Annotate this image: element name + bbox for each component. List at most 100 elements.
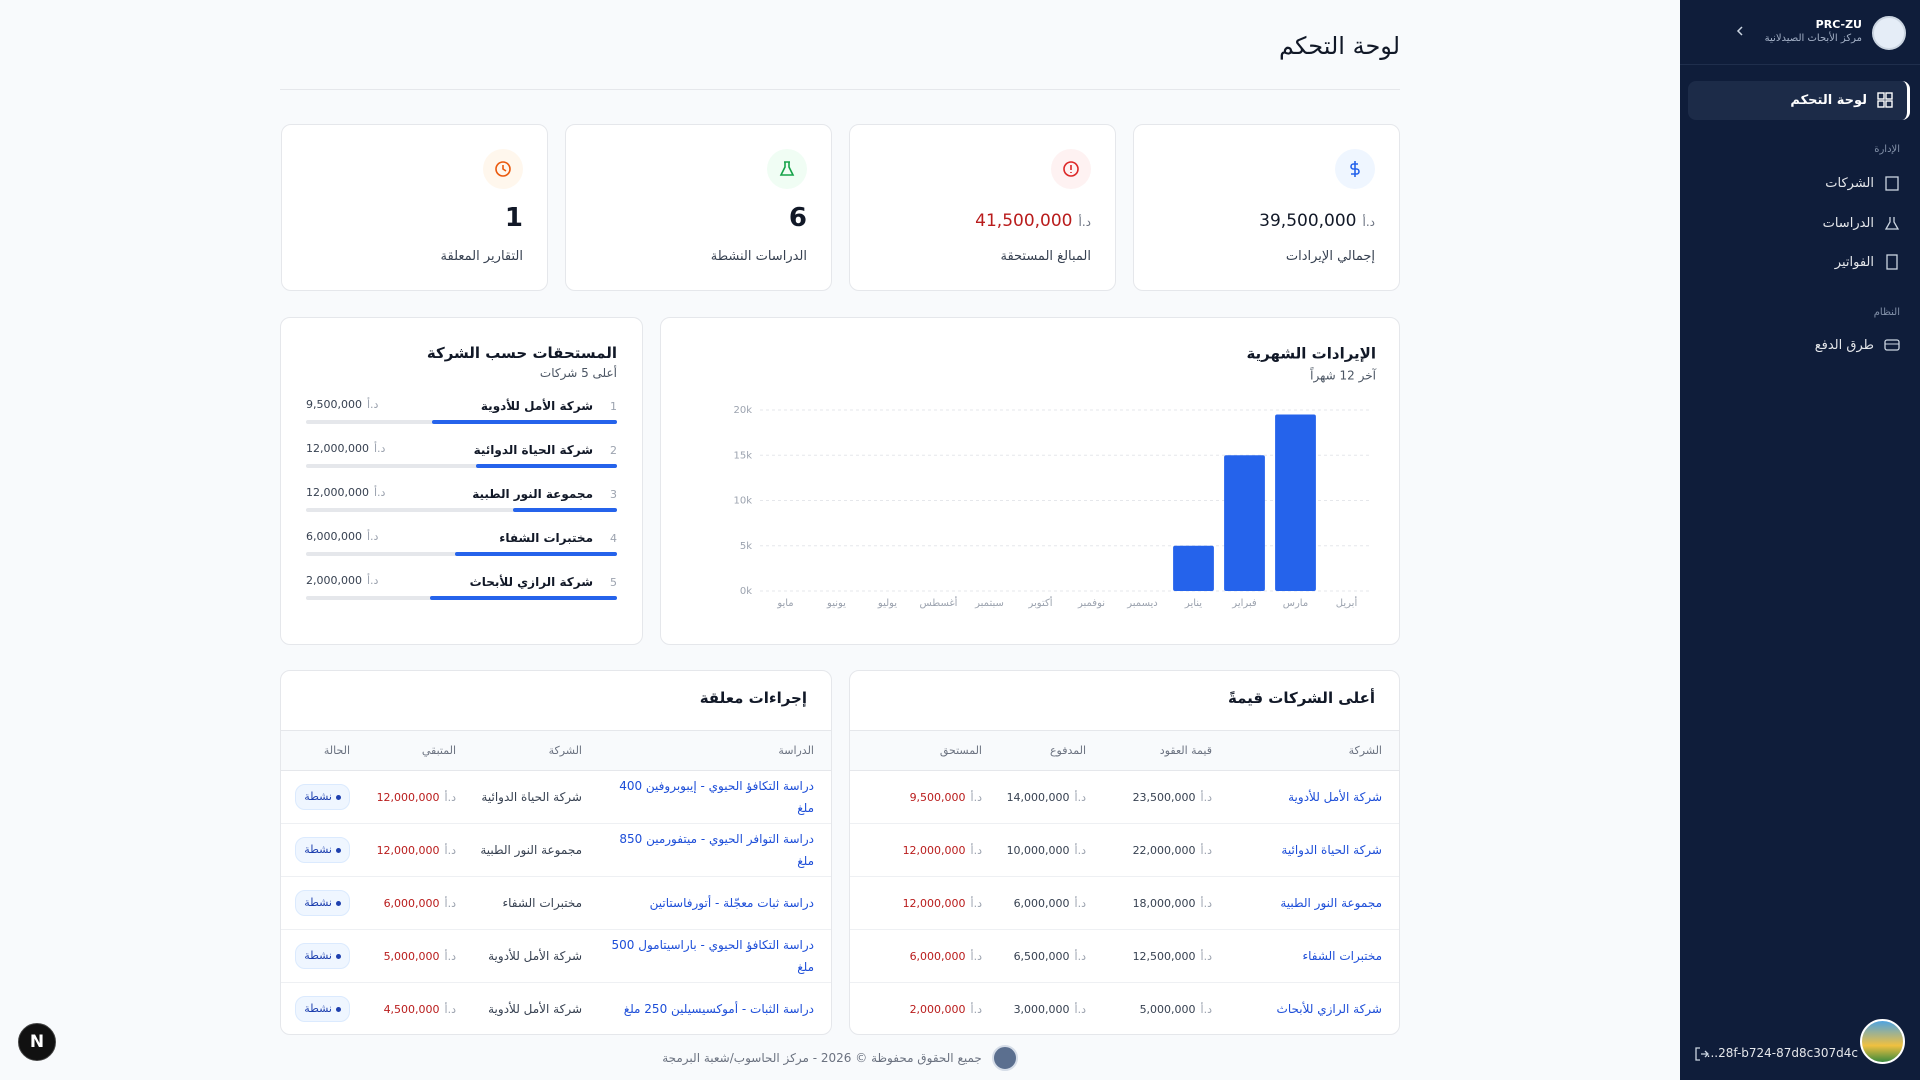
currency: د.أ [373,442,386,455]
currency: د.أ [1074,949,1086,963]
amount: د.أ 23,500,000 [1133,787,1212,809]
currency: د.أ [373,486,386,499]
amount-value: 18,000,000 [1132,896,1196,910]
x-tick-label: سبتمبر [974,598,1004,609]
icon [1877,92,1893,108]
y-tick-label: 15k [733,450,752,461]
currency: د.أ [1200,949,1212,963]
table-head: الشركة قيمة العقود المدفوع المستحق [850,730,1399,771]
study-link[interactable]: دراسة التكافؤ الحيوي - باراسيتامول 500 م… [611,938,814,974]
table-row: مختبرات الشفاء د.أ 12,500,000 د.أ 6,500,000 د… [850,929,1399,983]
study-link[interactable]: دراسة التكافؤ الحيوي - إيبوبروفين 400 مل… [619,779,814,815]
currency: د.أ [444,843,456,857]
bar [1224,455,1265,591]
cell: نشطة [281,770,367,824]
status-badge: نشطة [295,784,350,810]
progress-track [306,420,617,424]
nav-item[interactable]: الدراسات [1823,215,1900,231]
nav-label: الفواتير [1834,254,1874,270]
y-tick-label: 5k [740,541,752,552]
divider [280,89,1400,90]
amount: د.أ 9,500,000 [910,787,982,809]
icon [1885,176,1899,191]
progress-track [306,508,617,512]
currency: د.أ [1074,790,1086,804]
cell: د.أ 6,500,000 [999,929,1103,983]
amount-value: 22,000,000 [1132,843,1196,857]
dues-item: 4 مختبرات الشفاء د.أ 6,000,000 [306,530,617,572]
amount: د.أ 14,000,000 [1007,787,1086,809]
column-header: المستحق [850,730,999,771]
cell: شركة الأمل للأدوية [473,929,599,983]
brand-logo [1872,16,1906,50]
rank: 1 [610,400,617,413]
company-link[interactable]: مختبرات الشفاء [1302,949,1382,963]
column-header: قيمة العقود [1103,730,1229,771]
study-link[interactable]: دراسة الثبات - أموكسيسيلين 250 ملغ [623,1002,814,1016]
x-tick-label: فبراير [1231,598,1257,609]
x-tick-label: مارس [1283,598,1308,609]
currency: د.أ [1362,215,1376,229]
amount: د.أ 2,000,000 [910,999,982,1021]
cell: دراسة ثبات معجّلة - أتورفاستاتين [599,876,831,930]
currency: د.أ [1200,1002,1212,1016]
cell: نشطة [281,823,367,877]
avatar[interactable] [1860,1019,1905,1064]
company-link[interactable]: مجموعة النور الطبية [1280,896,1382,910]
cell: د.أ 2,000,000 [850,982,999,1034]
x-tick-label: أغسطس [920,596,958,609]
dev-badge[interactable]: N [18,1023,56,1061]
progress-bar [475,464,617,468]
cell: نشطة [281,876,367,930]
page-title: لوحة التحكم [1279,32,1400,60]
dues-item: 2 شركة الحياة الدوائية د.أ 12,000,000 [306,442,617,484]
active-nav[interactable]: لوحة التحكم [1688,81,1910,120]
nav-item[interactable]: طرق الدفع [1815,337,1900,353]
company-name: مجموعة النور الطبية [472,487,593,501]
footer-text: جميع الحقوق محفوظة © 2026 - مركز الحاسوب… [662,1050,982,1065]
table-row: شركة الحياة الدوائية د.أ 22,000,000 د.أ 10,0… [850,823,1399,877]
column-header: الشركة [1229,730,1399,771]
card-subtitle: أعلى 5 شركات [539,366,617,380]
table-row: دراسة التكافؤ الحيوي - باراسيتامول 500 م… [281,929,831,983]
company-link[interactable]: شركة الحياة الدوائية [1281,843,1382,857]
amount: د.أ 12,000,000 [377,787,456,809]
amount-value: 12,000,000 [306,442,369,455]
sidebar: PRC-ZU مركز الأبحاث الصيدلانية لوحة التح… [1680,0,1920,1080]
amount-value: 6,000,000 [909,949,966,963]
company-name: شركة الأمل للأدوية [488,1002,582,1016]
study-link[interactable]: دراسة ثبات معجّلة - أتورفاستاتين [649,896,814,910]
company-link[interactable]: شركة الأمل للأدوية [1288,790,1382,804]
cell: د.أ 23,500,000 [1103,770,1229,824]
logout-button[interactable] [1694,1046,1710,1062]
stat-icon [767,149,807,189]
amount-value: 2,000,000 [306,574,362,587]
rank: 3 [610,488,617,501]
nav-item[interactable]: الفواتير [1835,254,1900,270]
collapse-button[interactable] [1734,25,1746,37]
status-badge: نشطة [295,996,350,1022]
rank: 2 [610,444,617,457]
dues-item: 1 شركة الأمل للأدوية د.أ 9,500,000 [306,398,617,440]
currency: د.أ [366,530,379,543]
x-tick-label: أكتوبر [1027,596,1052,609]
amount: د.أ 6,000,000 [1014,893,1086,915]
currency: د.أ [970,1002,982,1016]
amount-value: 9,500,000 [909,790,966,804]
cell: د.أ 10,000,000 [999,823,1103,877]
chart-card: الإيرادات الشهرية آخر 12 شهراً 0k 5k 10k 15… [660,317,1400,645]
x-tick-label: يناير [1184,598,1202,609]
amount: د.أ 22,000,000 [1133,840,1212,862]
icon [1884,339,1900,351]
progress-bar [431,420,617,424]
table-head: الدراسة الشركة المتبقي الحالة [281,730,831,771]
chart-subtitle: آخر 12 شهراً [1310,367,1377,384]
cell: د.أ 9,500,000 [850,770,999,824]
cell: د.أ 5,000,000 [1103,982,1229,1034]
company-link[interactable]: شركة الرازي للأبحاث [1276,1002,1382,1016]
currency: د.أ [444,790,456,804]
section-title: النظام [1873,307,1900,318]
study-link[interactable]: دراسة التوافر الحيوي - ميتفورمين 850 ملغ [619,832,814,868]
nav-item[interactable]: الشركات [1825,175,1900,191]
bar [1275,414,1316,591]
